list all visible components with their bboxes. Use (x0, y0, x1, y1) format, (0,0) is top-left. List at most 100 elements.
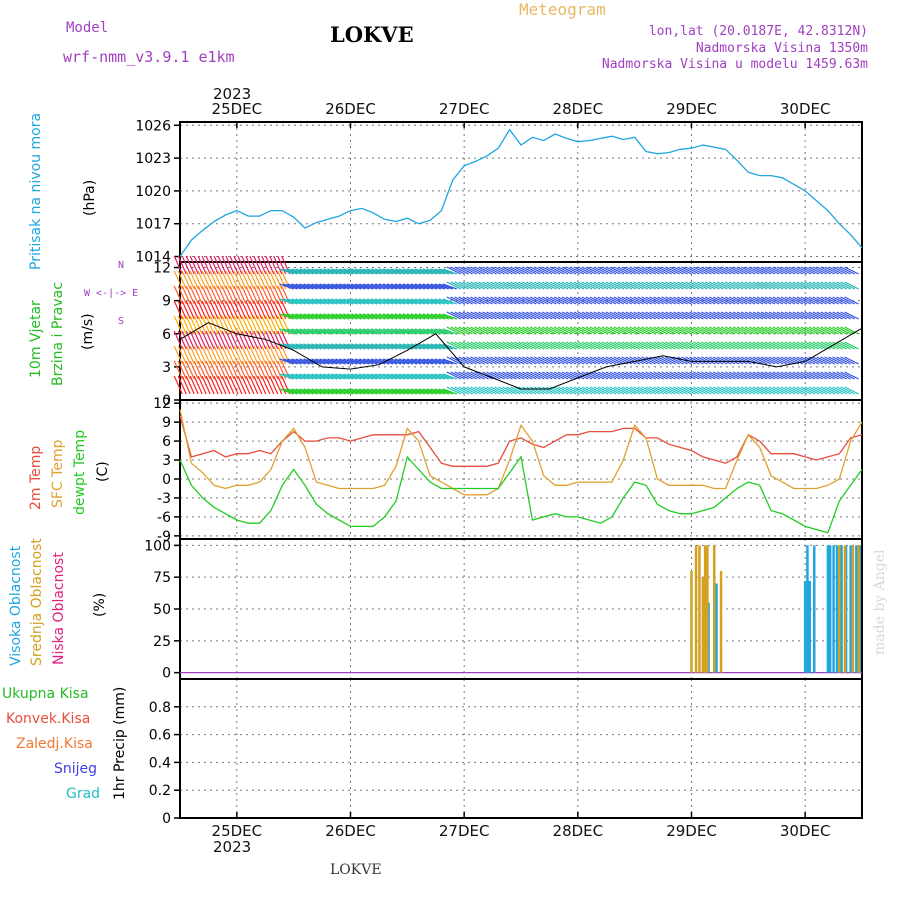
wind-barb (434, 283, 450, 290)
wind-barb (193, 345, 203, 365)
wind-barb (197, 345, 207, 365)
wind-barb (402, 388, 418, 395)
wind-barb (177, 255, 187, 275)
wind-barb (744, 311, 760, 320)
wind-barb (406, 388, 422, 395)
wind-barb (386, 268, 402, 275)
wind-barb (752, 341, 768, 350)
wind-barb (366, 388, 382, 395)
wind-barb (450, 356, 466, 365)
wind-barb (442, 268, 457, 275)
wind-barb (685, 386, 700, 395)
wind-barb (768, 281, 784, 290)
wind-barb (514, 371, 529, 380)
wind-barb (229, 315, 239, 335)
wind-barb (760, 356, 776, 365)
wind-barb (569, 371, 585, 380)
wind-barb (720, 326, 736, 335)
wind-barb (269, 315, 279, 335)
wind-barb (617, 341, 633, 350)
wind-barb (717, 281, 732, 290)
wind-barb (482, 266, 497, 275)
wind-barb (430, 283, 446, 290)
wind-barb (510, 341, 525, 350)
wind-barb (221, 300, 231, 320)
wind-barb (701, 371, 716, 380)
wind-barb (494, 326, 509, 335)
wind-barb (347, 388, 362, 395)
wind-barb (378, 388, 394, 395)
wind-barb (561, 281, 577, 290)
wind-barb (526, 371, 541, 380)
x-tick-label-top: 29DEC (666, 100, 717, 118)
wind-barb (442, 328, 457, 335)
wind-barb (621, 296, 637, 305)
wind-barb (378, 298, 394, 305)
wind-barb (792, 341, 808, 350)
wind-barb (732, 356, 748, 365)
wind-barb (685, 311, 700, 320)
wind-barb (661, 296, 676, 305)
wind-barb (514, 326, 529, 335)
wind-barb (689, 296, 704, 305)
wind-barb (422, 268, 438, 275)
wind-barb (693, 386, 708, 395)
wind-barb (796, 311, 812, 320)
wind-barb (193, 375, 203, 395)
wind-barb (724, 326, 740, 335)
wind-barb (193, 300, 203, 320)
wind-barb (510, 356, 525, 365)
wind-barb (593, 326, 609, 335)
wind-barb (442, 313, 457, 320)
wind-barb (756, 371, 772, 380)
wind-barb (257, 375, 267, 395)
wind-barb (653, 296, 668, 305)
wind-barb (752, 326, 768, 335)
wind-barb (426, 283, 442, 290)
wind-barb (245, 360, 255, 380)
wind-barb (245, 330, 255, 350)
wind-barb (498, 326, 513, 335)
wind-barb (653, 311, 668, 320)
wind-barb (764, 266, 780, 275)
wind-barb (386, 283, 402, 290)
wind-barb (657, 386, 672, 395)
wind-barb (185, 345, 195, 365)
model-elevation-info: Nadmorska Visina u modelu 1459.63m (601, 57, 868, 72)
wind-barb (347, 313, 362, 320)
wind-barb (273, 330, 283, 350)
wind-barb (601, 296, 617, 305)
wind-barb (466, 356, 481, 365)
wind-barb (438, 328, 454, 335)
wind-barb (327, 313, 342, 320)
wind-barb (792, 266, 808, 275)
wind-barb (249, 345, 259, 365)
wind-barb (760, 281, 776, 290)
wind-barb (836, 356, 851, 365)
wind-barb (649, 266, 664, 275)
wind-barb (740, 341, 756, 350)
wind-barb (249, 255, 259, 275)
wind-barb (768, 371, 784, 380)
wind-barb (343, 313, 358, 320)
wind-barb (233, 300, 243, 320)
wind-barb (430, 268, 446, 275)
wind-barb (732, 371, 748, 380)
wind-barb (557, 341, 573, 350)
wind-barb (402, 283, 418, 290)
wind-barb (832, 281, 847, 290)
wind-barb (534, 281, 549, 290)
wind-barb (569, 311, 585, 320)
wind-barb (589, 356, 605, 365)
panel-frame (179, 678, 863, 819)
wind-barb (390, 343, 406, 350)
wind-barb (197, 300, 207, 320)
wind-barb (261, 345, 271, 365)
wind-barb (257, 330, 267, 350)
wind-barb (474, 341, 489, 350)
wind-barb (537, 326, 553, 335)
wind-barb (756, 296, 772, 305)
wind-barb (470, 266, 485, 275)
wind-barb (689, 326, 704, 335)
wind-barb (378, 328, 394, 335)
